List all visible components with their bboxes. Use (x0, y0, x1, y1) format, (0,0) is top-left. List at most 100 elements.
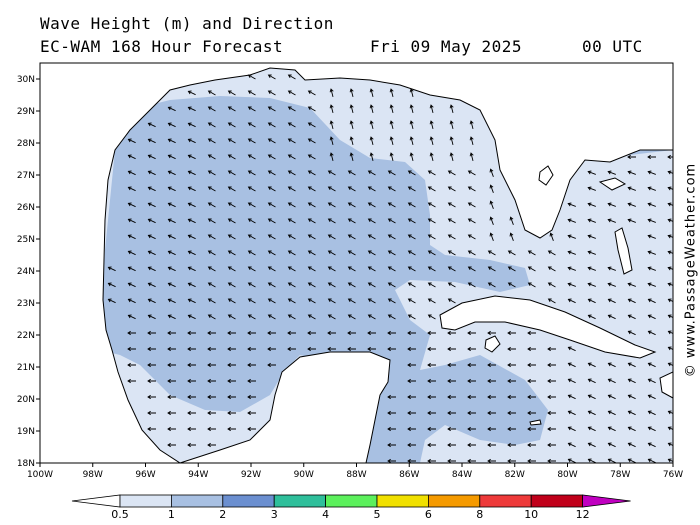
wave-arrow (267, 106, 276, 112)
wave-arrow (387, 410, 396, 416)
wave-arrow (167, 154, 176, 160)
lat-label: 30N (17, 75, 35, 85)
wave-arrow (527, 458, 536, 463)
wave-arrow (647, 186, 656, 191)
wave-arrow (627, 154, 636, 160)
wave-arrow (449, 136, 454, 146)
wave-arrow (447, 170, 456, 176)
land-cayman (529, 419, 542, 426)
wave-arrow (207, 154, 216, 160)
wave-arrow (627, 314, 636, 320)
wave-arrow (447, 218, 456, 224)
wave-arrow (267, 346, 276, 352)
wave-arrow (407, 186, 416, 192)
wave-arrow (607, 218, 616, 223)
wave-arrow (507, 346, 516, 352)
wave-arrow (487, 378, 496, 384)
wave-arrow (567, 426, 576, 432)
wave-arrow (307, 186, 316, 192)
wave-arrow (307, 154, 316, 160)
wave-arrow (187, 298, 196, 304)
lon-label: 76W (663, 470, 683, 480)
wave-arrow (527, 250, 536, 256)
wave-arrow (207, 202, 216, 208)
wave-arrow (247, 426, 256, 432)
wave-arrow (387, 234, 396, 240)
lon-label: 88W (346, 470, 366, 480)
wave-arrow (349, 152, 354, 162)
wave-arrow (127, 170, 136, 176)
wave-arrow (367, 202, 376, 208)
wave-arrow (587, 234, 596, 239)
wave-arrow (147, 362, 156, 368)
wave-arrow (227, 154, 236, 160)
wave-arrow (487, 442, 496, 448)
wave-arrow (407, 250, 416, 256)
wave-arrow (167, 314, 176, 320)
wave-arrow (447, 346, 456, 352)
wave-arrow (227, 330, 236, 336)
wave-arrow (147, 202, 156, 208)
wave-arrow (227, 90, 236, 96)
wave-arrow (667, 266, 673, 271)
wave-arrow (267, 122, 276, 128)
wave-arrow (627, 170, 636, 175)
colorbar-segment (119, 494, 172, 508)
wave-arrow (489, 232, 494, 241)
wave-arrow (407, 234, 416, 240)
wave-arrow (487, 426, 496, 432)
wave-arrow (187, 346, 196, 352)
wave-arrow (627, 186, 636, 191)
wave-arrow (387, 186, 396, 192)
wave-arrow (547, 266, 556, 272)
wave-arrow (447, 458, 456, 463)
wave-arrow (647, 410, 656, 416)
wave-arrow (307, 266, 316, 272)
wave-arrow (187, 250, 196, 256)
lon-label: 78W (610, 470, 630, 480)
wave-arrow (247, 250, 256, 256)
wave-arrow (487, 330, 496, 336)
colorbar-low-triangle (71, 494, 121, 508)
wave-arrow (367, 266, 376, 272)
wave-arrow (147, 122, 156, 128)
wave-arrow (247, 282, 256, 288)
wave-arrow (227, 138, 236, 144)
wave-arrow (349, 120, 354, 130)
colorbar-segment (376, 494, 429, 508)
colorbar-label: 0.5 (111, 508, 129, 521)
wave-arrow (187, 186, 196, 192)
wave-arrow (187, 234, 196, 240)
wave-arrow (227, 122, 236, 128)
wave-arrow (447, 186, 456, 192)
wave-arrow (627, 458, 636, 463)
wave-arrow (547, 458, 556, 463)
wave-arrow (509, 232, 514, 241)
wave-arrow (247, 186, 256, 192)
wave-arrow (167, 330, 176, 336)
wave-arrow (207, 298, 216, 304)
wave-arrow (527, 410, 536, 416)
wave-arrow (567, 362, 576, 368)
wave-arrow (409, 104, 414, 114)
wave-arrow (407, 202, 416, 208)
wave-arrow (527, 266, 536, 272)
wave-arrow (327, 298, 336, 304)
wave-arrow (247, 298, 256, 304)
wave-arrow (147, 218, 156, 224)
wave-arrow (627, 442, 636, 448)
wave-arrow (327, 202, 336, 208)
wave-arrow (287, 106, 296, 112)
wave-arrow (347, 266, 356, 272)
wave-arrow (287, 122, 296, 128)
wave-arrow (567, 202, 576, 207)
wave-arrow (227, 346, 236, 352)
wave-arrow (427, 202, 436, 208)
wave-arrow (267, 218, 276, 224)
wave-arrow (467, 346, 476, 352)
wave-arrow (127, 314, 136, 320)
wave-arrow (627, 330, 636, 336)
wave-arrow (467, 330, 476, 336)
wave-arrow (187, 362, 196, 368)
wave-arrow (307, 218, 316, 224)
